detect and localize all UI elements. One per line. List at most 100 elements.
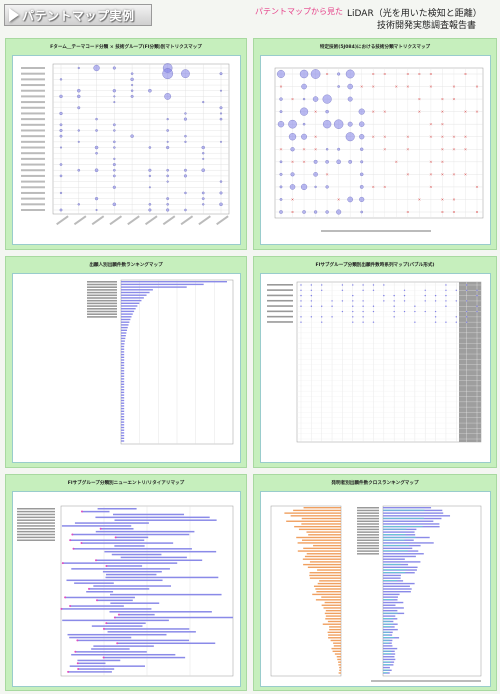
bubble [184, 134, 187, 138]
col-label-mark [144, 215, 158, 226]
entry-bar [103, 656, 186, 659]
ranking-bar [121, 337, 126, 340]
cross-mark [452, 135, 456, 138]
left-bar [284, 512, 341, 514]
left-bar [329, 628, 341, 631]
row-label-mark [21, 174, 45, 177]
bubble [337, 147, 341, 151]
ranking-bar [121, 302, 140, 304]
right-bar-secondary [383, 599, 394, 600]
entry-bar [74, 582, 114, 584]
right-bar [383, 596, 398, 598]
bubble [112, 89, 116, 93]
bubble [310, 289, 313, 292]
right-bar-secondary [383, 612, 398, 614]
bubble [166, 129, 169, 132]
bubble [383, 294, 385, 297]
row-label-mark [21, 84, 45, 87]
cross-mark [418, 198, 421, 201]
entry-bar [77, 659, 121, 662]
bubble [341, 284, 344, 286]
right-bar-secondary [383, 544, 410, 546]
entry-bar [62, 562, 178, 564]
ranking-bar [121, 313, 133, 315]
bubble [310, 305, 313, 307]
cross-mark [372, 72, 375, 76]
right-bar [383, 531, 415, 533]
entry-marker [72, 547, 75, 550]
ranking-bar [121, 375, 125, 377]
cross-mark [291, 97, 294, 101]
entry-chart [17, 505, 234, 677]
bubble [331, 316, 333, 318]
ranking-bar [121, 305, 138, 307]
bubble [279, 198, 283, 201]
bubble [112, 66, 116, 70]
ranking-bar [121, 356, 125, 358]
ranking-bar [121, 364, 125, 367]
ranking-bar [121, 391, 125, 394]
inventor-label-mark [357, 509, 379, 512]
inventor-label-mark [357, 512, 379, 514]
left-bar [309, 572, 341, 574]
left-bar [339, 669, 341, 671]
bubble [302, 122, 306, 126]
entry-bar [66, 579, 163, 582]
right-bar [383, 561, 421, 563]
cross-mark [372, 85, 375, 88]
cross-mark [372, 135, 375, 138]
cross-mark [475, 85, 479, 88]
ranking-bar [121, 345, 125, 348]
bubble [130, 94, 134, 98]
bubble [310, 284, 313, 286]
entry-marker [95, 559, 98, 562]
panel-matrix-5j084: 特定技術(5J084)における技術分類マトリクスマップ [253, 38, 497, 250]
applicant-label-mark [87, 289, 117, 291]
entry-marker [69, 605, 72, 608]
entry-marker [77, 667, 80, 670]
panel-title: 特定技術(5J084)における技術分類マトリクスマップ [319, 45, 431, 50]
bubble [184, 112, 187, 115]
bubble [310, 294, 313, 297]
cross-mark [302, 148, 306, 151]
bubble [59, 111, 63, 116]
ranking-bar [121, 326, 128, 329]
cross-mark [441, 160, 444, 163]
bubble [337, 72, 341, 76]
bubble [352, 321, 354, 323]
bubble [347, 96, 353, 102]
left-bar [333, 642, 341, 644]
bubble [184, 140, 187, 143]
bubble [166, 145, 170, 150]
row-label-mark [21, 186, 45, 189]
bubble [465, 284, 468, 286]
right-bar-secondary [383, 528, 407, 530]
inventor-label-mark [357, 539, 379, 542]
bubble [277, 121, 285, 128]
bubble [362, 284, 364, 286]
left-bar [309, 574, 341, 577]
cross-mark [337, 198, 340, 201]
bubble [341, 300, 344, 302]
cross-mark [464, 72, 467, 76]
cross-mark [406, 135, 410, 138]
entry-bar [71, 653, 176, 656]
entry-marker [61, 562, 64, 565]
col-label-mark [180, 215, 194, 226]
applicant-label-mark [87, 310, 117, 313]
left-bar [317, 569, 341, 571]
left-bar [301, 517, 341, 520]
entry-bar [74, 522, 149, 524]
applicant-label-mark [87, 294, 117, 297]
bubble [95, 117, 98, 121]
right-bar [383, 577, 401, 579]
cross-mark [314, 148, 317, 151]
right-bar [383, 542, 434, 544]
entry-bar [114, 519, 217, 521]
right-bar-secondary [383, 634, 390, 636]
bubble [112, 202, 117, 207]
bubble [300, 305, 302, 307]
left-bar [334, 653, 341, 655]
panel-fi-timeseries: FIサブグループ分類別出願件数時系列マップ(バブル形式) [253, 256, 497, 468]
cross-mark [406, 72, 410, 76]
